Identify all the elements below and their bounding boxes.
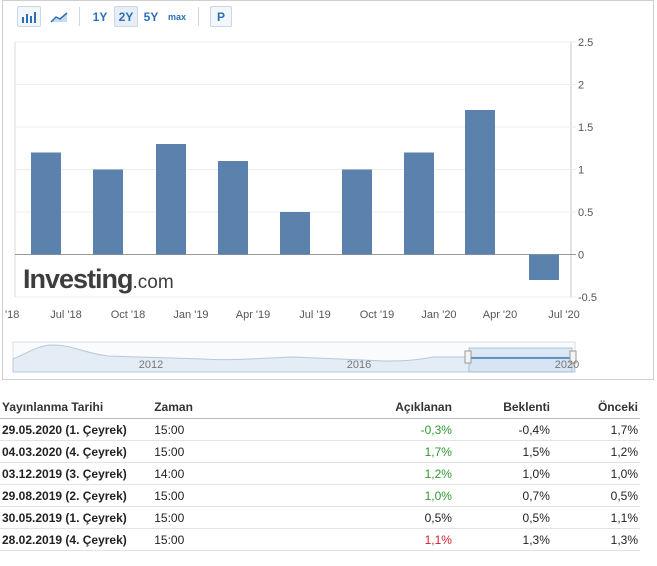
chart-toolbar: 1Y 2Y 5Y max P [3, 1, 655, 33]
logo-name: Investing [23, 264, 133, 294]
range-5y-button[interactable]: 5Y [143, 9, 159, 24]
x-tick-label: Apr '19 [236, 309, 271, 321]
x-tick-label: Jul '18 [50, 309, 81, 321]
row-actual: -0,3% [333, 418, 454, 441]
table-header-row: Yayınlanma Tarihi Zaman Açıklanan Beklen… [0, 396, 640, 419]
x-tick-label: Apr '20 [483, 309, 518, 321]
row-release-date: 30.05.2019 (1. Çeyrek) [0, 506, 153, 529]
y-tick-label: 0.5 [578, 207, 593, 219]
table-row: 03.12.2019 (3. Çeyrek) 14:00 1,2% 1,0% 1,0% [0, 462, 640, 485]
row-time: 15:00 [152, 506, 334, 529]
range-max-button[interactable]: max [167, 11, 186, 22]
header-time[interactable]: Zaman [152, 396, 334, 419]
row-actual: 1,0% [333, 484, 454, 507]
svg-text:Investing.com: Investing.com [23, 264, 174, 294]
y-tick-label: 2.5 [578, 37, 593, 49]
logo-suffix: .com [133, 272, 174, 293]
row-forecast: 1,5% [453, 440, 552, 463]
row-previous: 1,7% [551, 418, 640, 441]
toolbar-separator [198, 7, 199, 26]
table-row: 29.05.2020 (1. Çeyrek) 15:00 -0,3% -0,4% 1,7… [0, 418, 640, 441]
row-time: 15:00 [152, 418, 334, 441]
investing-logo: Investing.com [17, 261, 185, 295]
row-previous: 1,2% [551, 440, 640, 463]
row-actual: 1,2% [333, 462, 454, 485]
navigator-label: 2020 [555, 359, 579, 371]
p-button[interactable]: P [210, 6, 232, 27]
header-forecast[interactable]: Beklenti [453, 396, 552, 419]
bar[interactable] [218, 161, 248, 255]
row-actual: 1,7% [333, 440, 454, 463]
y-tick-label: 1.5 [578, 122, 593, 134]
bar[interactable] [342, 169, 372, 255]
y-tick-label: 1 [578, 165, 584, 177]
row-previous: 1,1% [551, 506, 640, 529]
x-tick-label: Oct '18 [111, 309, 146, 321]
row-forecast: 0,7% [453, 484, 552, 507]
area-chart-icon[interactable] [47, 6, 71, 27]
row-forecast: 0,5% [453, 506, 552, 529]
y-tick-label: 0 [578, 250, 584, 262]
navigator-label: 2016 [347, 359, 371, 371]
navigator-selection[interactable] [468, 347, 573, 373]
bar[interactable] [93, 169, 123, 255]
row-release-date: 28.02.2019 (4. Çeyrek) [0, 528, 153, 551]
x-tick-label: Jan '19 [173, 309, 208, 321]
row-time: 15:00 [152, 484, 334, 507]
row-previous: 1,3% [551, 528, 640, 551]
navigator-left-handle[interactable] [464, 350, 472, 364]
events-table: Yayınlanma Tarihi Zaman Açıklanan Beklen… [0, 396, 640, 551]
row-forecast: 1,3% [453, 528, 552, 551]
row-forecast: -0,4% [453, 418, 552, 441]
table-row: 30.05.2019 (1. Çeyrek) 15:00 0,5% 0,5% 1,1% [0, 506, 640, 529]
range-1y-button[interactable]: 1Y [92, 9, 108, 24]
toolbar-separator [79, 7, 80, 26]
table-row: 04.03.2020 (4. Çeyrek) 15:00 1,7% 1,5% 1,2% [0, 440, 640, 463]
y-tick-label: -0.5 [578, 292, 597, 304]
bar[interactable] [465, 110, 495, 255]
chart-panel: 1Y 2Y 5Y max P 2.5 2 1.5 1 0.5 0 -0.5 '18 Jul '… [2, 0, 654, 380]
navigator-label: 2012 [139, 359, 163, 371]
x-tick-label: Oct '19 [360, 309, 395, 321]
navigator-right-handle[interactable] [569, 350, 577, 364]
row-time: 15:00 [152, 440, 334, 463]
bar[interactable] [280, 212, 310, 255]
row-actual: 1,1% [333, 528, 454, 551]
x-tick-label: Jan '20 [421, 309, 456, 321]
header-actual[interactable]: Açıklanan [333, 396, 454, 419]
navigator[interactable]: 2012 2016 2020 [12, 341, 579, 373]
row-previous: 0,5% [551, 484, 640, 507]
range-2y-button[interactable]: 2Y [114, 6, 138, 27]
x-tick-label: Jul '19 [299, 309, 330, 321]
row-forecast: 1,0% [453, 462, 552, 485]
table-row: 28.02.2019 (4. Çeyrek) 15:00 1,1% 1,3% 1,3% [0, 528, 640, 551]
row-release-date: 29.08.2019 (2. Çeyrek) [0, 484, 153, 507]
row-time: 14:00 [152, 462, 334, 485]
row-previous: 1,0% [551, 462, 640, 485]
y-tick-label: 2 [578, 80, 584, 92]
row-release-date: 29.05.2020 (1. Çeyrek) [0, 418, 153, 441]
row-release-date: 04.03.2020 (4. Çeyrek) [0, 440, 153, 463]
bar-chart: 2.5 2 1.5 1 0.5 0 -0.5 '18 Jul '18 Oct '18 Jan '1… [5, 37, 597, 373]
x-tick-label: Jul '20 [548, 309, 579, 321]
bar[interactable] [156, 144, 186, 255]
bar[interactable] [31, 152, 61, 255]
bar-chart-icon[interactable] [17, 6, 41, 27]
bar[interactable] [529, 254, 559, 281]
header-previous[interactable]: Önceki [551, 396, 640, 419]
row-release-date: 03.12.2019 (3. Çeyrek) [0, 462, 153, 485]
row-actual: 0,5% [333, 506, 454, 529]
row-time: 15:00 [152, 528, 334, 551]
header-release-date[interactable]: Yayınlanma Tarihi [0, 396, 153, 419]
x-tick-label: '18 [5, 309, 19, 321]
bar[interactable] [404, 152, 434, 255]
table-row: 29.08.2019 (2. Çeyrek) 15:00 1,0% 0,7% 0,5% [0, 484, 640, 507]
